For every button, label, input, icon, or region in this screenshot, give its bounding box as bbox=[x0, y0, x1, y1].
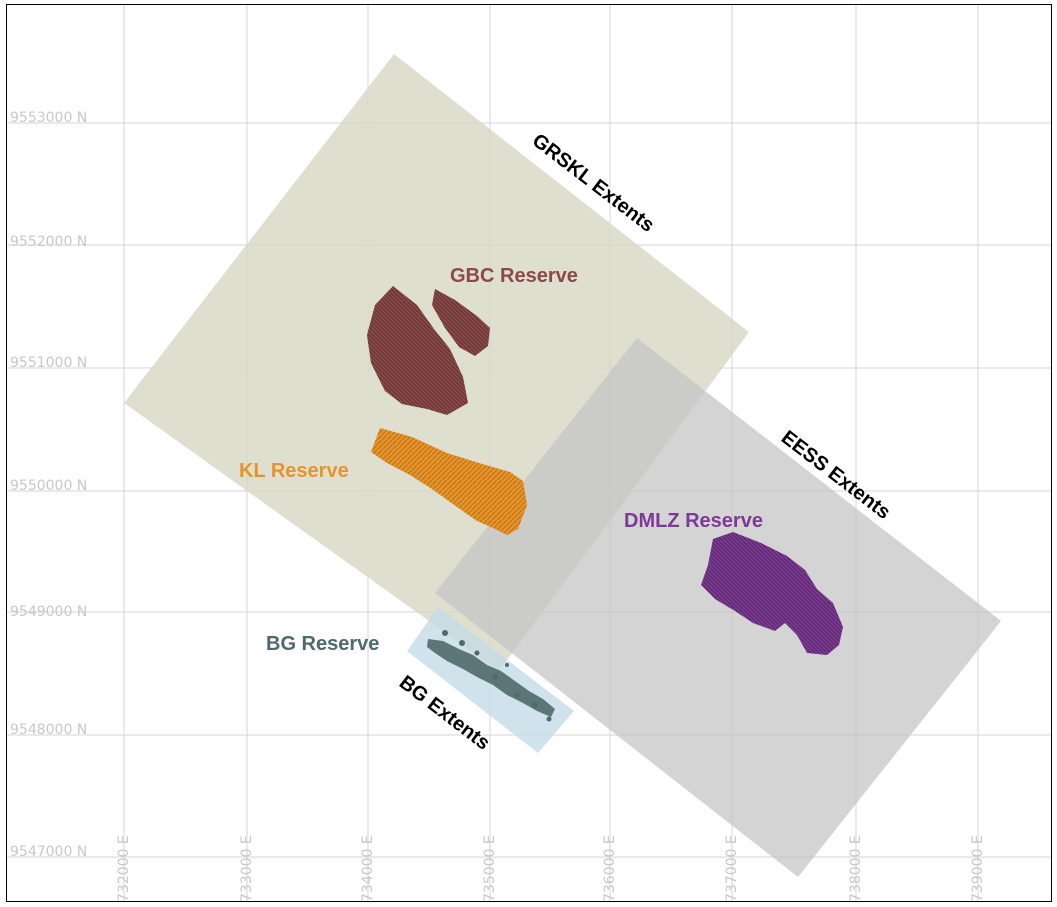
northing-label: 9552000 N bbox=[10, 234, 87, 250]
map-frame: 9553000 N 9552000 N 9551000 N 9550000 N … bbox=[6, 4, 1052, 902]
northing-labels: 9553000 N 9552000 N 9551000 N 9550000 N … bbox=[10, 110, 87, 860]
easting-label: 736000 E bbox=[602, 835, 618, 902]
gbc-texture bbox=[432, 289, 490, 356]
northing-label: 9550000 N bbox=[10, 478, 87, 494]
northing-label: 9551000 N bbox=[10, 355, 87, 371]
easting-labels: 732000 E 733000 E 734000 E 735000 E 7360… bbox=[116, 835, 986, 902]
gbc-texture bbox=[367, 286, 468, 415]
bg-reserve-fragment bbox=[546, 716, 552, 722]
bg-reserve-label: BG Reserve bbox=[266, 633, 379, 655]
dmlz-reserve-label: DMLZ Reserve bbox=[624, 510, 763, 532]
easting-label: 732000 E bbox=[116, 835, 132, 902]
dmlz-texture bbox=[701, 532, 843, 655]
bg-reserve-fragment bbox=[514, 692, 520, 698]
gbc-reserve-body bbox=[367, 286, 490, 415]
bg-reserve-fragment bbox=[474, 650, 480, 656]
bg-reserve-shape bbox=[427, 639, 555, 717]
kl-reserve-body bbox=[371, 428, 527, 535]
easting-label: 738000 E bbox=[848, 835, 864, 902]
easting-label: 733000 E bbox=[239, 835, 255, 902]
easting-label: 734000 E bbox=[360, 835, 376, 902]
gbc-reserve-label: GBC Reserve bbox=[450, 265, 578, 287]
bg-reserve-fragment bbox=[492, 674, 498, 680]
northing-label: 9549000 N bbox=[10, 604, 87, 620]
easting-label: 735000 E bbox=[482, 835, 498, 902]
bg-reserve-body bbox=[427, 630, 555, 722]
bg-reserve-fragment bbox=[505, 663, 509, 667]
northing-label: 9547000 N bbox=[10, 844, 87, 860]
northing-label: 9548000 N bbox=[10, 722, 87, 738]
bg-reserve-fragment bbox=[442, 630, 448, 636]
map-canvas: 9553000 N 9552000 N 9551000 N 9550000 N … bbox=[7, 5, 1051, 902]
easting-label: 739000 E bbox=[970, 835, 986, 902]
bg-reserve-fragment bbox=[459, 640, 465, 646]
kl-reserve-label: KL Reserve bbox=[239, 460, 349, 482]
dmlz-reserve-body bbox=[701, 532, 843, 655]
eess-extents-area bbox=[435, 338, 1001, 877]
northing-label: 9553000 N bbox=[10, 110, 87, 126]
bg-reserve-fragment bbox=[532, 702, 538, 708]
kl-texture bbox=[371, 428, 527, 535]
easting-label: 737000 E bbox=[724, 835, 740, 902]
